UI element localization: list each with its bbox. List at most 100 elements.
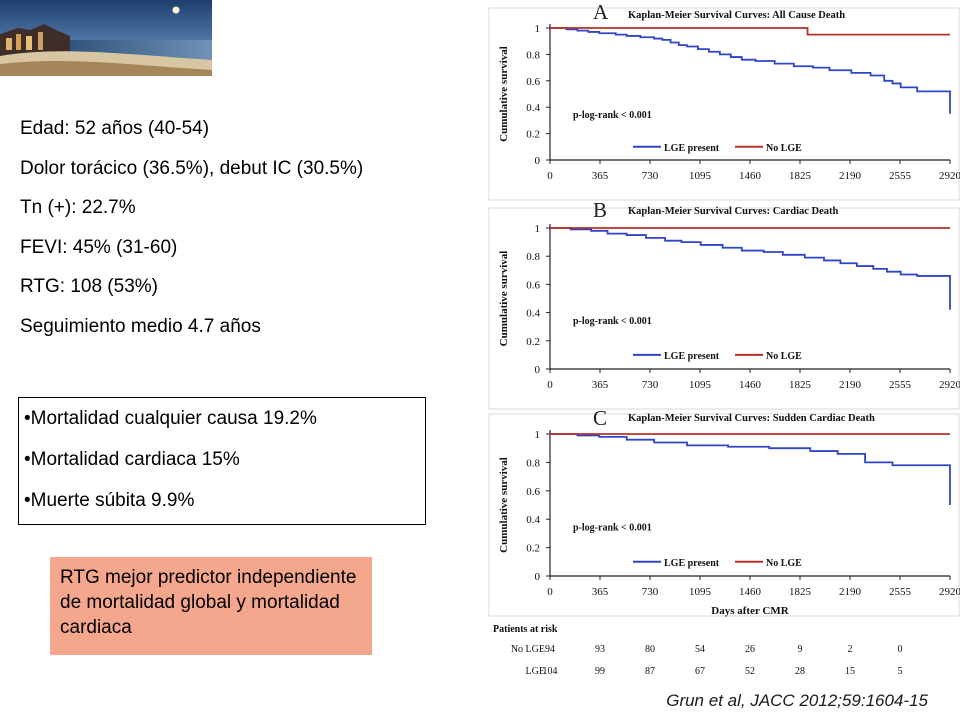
fact-troponin: Tn (+): 22.7% (20, 197, 136, 219)
x-tick-label-c: 1460 (739, 586, 762, 598)
x-tick-label-a: 1825 (789, 170, 812, 182)
x-tick-label-c: 730 (642, 586, 659, 598)
legend-label-no-lge-b: No LGE (766, 351, 802, 362)
series-no-lge-a (550, 27, 950, 36)
x-tick-label-a: 365 (592, 170, 609, 182)
risk-cell: 26 (745, 644, 755, 655)
x-tick-label-b: 2190 (839, 379, 862, 391)
legend-label-lge-present-c: LGE present (664, 558, 720, 569)
chart-title-c: Kaplan-Meier Survival Curves: Sudden Car… (628, 413, 875, 424)
fact-followup: Seguimiento medio 4.7 años (20, 315, 261, 337)
x-tick-label-b: 1095 (689, 379, 712, 391)
x-tick-label-b: 1460 (739, 379, 762, 391)
x-tick-label-c: 1825 (789, 586, 812, 598)
y-axis-label-a: Cumulative survival (498, 46, 510, 142)
risk-cell: 93 (595, 644, 605, 655)
beach-photo (0, 0, 212, 76)
p-value-c: p-log-rank < 0.001 (573, 523, 652, 534)
x-tick-label-a: 1095 (689, 170, 712, 182)
x-tick-label-c: 2920 (939, 586, 960, 598)
p-value-a: p-log-rank < 0.001 (573, 110, 652, 121)
risk-row-label: No LGE (511, 644, 545, 655)
risk-cell: 5 (898, 666, 903, 677)
risk-cell: 54 (695, 644, 705, 655)
y-tick-label-c: 0.2 (526, 543, 540, 555)
y-tick-label-b: 0.8 (526, 251, 540, 263)
mortality-box: •Mortalidad cualquier causa 19.2% •Morta… (18, 397, 426, 525)
risk-cell: 52 (745, 666, 755, 677)
bullet-sudden-death: •Muerte súbita 9.9% (24, 490, 195, 511)
risk-cell: 99 (595, 666, 605, 677)
y-tick-label-c: 1 (535, 429, 541, 441)
x-tick-label-c: 0 (547, 586, 553, 598)
x-tick-label-a: 0 (547, 170, 553, 182)
x-tick-label-b: 0 (547, 379, 553, 391)
x-tick-label-c: 365 (592, 586, 609, 598)
y-tick-label-b: 0.4 (526, 308, 540, 320)
x-tick-label-c: 1095 (689, 586, 712, 598)
fact-age: Edad: 52 años (40-54) (20, 118, 210, 139)
y-tick-label-c: 0 (535, 571, 541, 583)
series-lge-present-a (550, 27, 951, 114)
y-tick-label-a: 1 (535, 23, 541, 35)
risk-cell: 9 (798, 644, 803, 655)
risk-cell: 28 (795, 666, 805, 677)
p-value-b: p-log-rank < 0.001 (573, 316, 652, 327)
panel-letter-a: A (593, 0, 609, 24)
legend-label-lge-present-a: LGE present (664, 143, 720, 154)
x-tick-label-b: 2920 (939, 379, 960, 391)
y-tick-label-a: 0.6 (526, 76, 540, 88)
x-tick-label-a: 2555 (889, 170, 912, 182)
y-tick-label-c: 0.4 (526, 514, 540, 526)
kaplan-meier-figure: A Kaplan-Meier Survival Curves: All Cause… (483, 0, 960, 690)
risk-cell: 104 (543, 666, 558, 677)
y-tick-label-c: 0.8 (526, 457, 540, 469)
y-axis-label-b: Cumulative survival (498, 251, 510, 347)
bullet-cardiac: •Mortalidad cardiaca 15% (24, 449, 240, 470)
x-tick-label-a: 2190 (839, 170, 862, 182)
x-tick-label-b: 1825 (789, 379, 812, 391)
series-lge-present-c (550, 433, 951, 505)
risk-cell: 94 (545, 644, 555, 655)
legend-label-lge-present-b: LGE present (664, 351, 720, 362)
series-lge-present-b (550, 227, 951, 310)
legend-label-no-lge-c: No LGE (766, 558, 802, 569)
chart-title-a: Kaplan-Meier Survival Curves: All Cause … (628, 10, 845, 21)
risk-cell: 0 (898, 644, 903, 655)
panel-letter-b: B (593, 198, 607, 222)
y-tick-label-a: 0.8 (526, 49, 540, 61)
risk-row-label: LGE (526, 666, 545, 677)
risk-table-title: Patients at risk (493, 624, 558, 635)
y-tick-label-b: 1 (535, 223, 541, 235)
x-tick-label-b: 730 (642, 379, 659, 391)
legend-label-no-lge-a: No LGE (766, 143, 802, 154)
y-tick-label-a: 0.4 (526, 102, 540, 114)
risk-cell: 67 (695, 666, 705, 677)
risk-cell: 15 (845, 666, 855, 677)
y-axis-label-c: Cumulative survival (498, 457, 510, 553)
x-tick-label-b: 2555 (889, 379, 912, 391)
bullet-all-cause: •Mortalidad cualquier causa 19.2% (24, 408, 317, 429)
y-tick-label-c: 0.6 (526, 486, 540, 498)
x-tick-label-c: 2190 (839, 586, 862, 598)
x-tick-label-a: 2920 (939, 170, 960, 182)
chart-title-b: Kaplan-Meier Survival Curves: Cardiac De… (628, 206, 839, 217)
citation: Grun et al, JACC 2012;59:1604-15 (666, 691, 928, 710)
y-tick-label-b: 0.6 (526, 279, 540, 291)
study-facts: Edad: 52 años (40-54) Dolor torácico (36… (20, 118, 480, 356)
fact-lge: RTG: 108 (53%) (20, 276, 158, 298)
x-tick-label-b: 365 (592, 379, 609, 391)
risk-cell: 80 (645, 644, 655, 655)
conclusion-callout: RTG mejor predictor independiente de mor… (50, 557, 372, 655)
risk-cell: 2 (848, 644, 853, 655)
fact-lvef: FEVI: 45% (31-60) (20, 236, 178, 258)
panel-frame-a (488, 7, 960, 201)
panel-frame-b (488, 207, 960, 410)
risk-cell: 87 (645, 666, 655, 677)
x-axis-label-c: Days after CMR (711, 605, 789, 617)
panel-frame-c (488, 413, 960, 617)
x-tick-label-a: 730 (642, 170, 659, 182)
fact-presentation: Dolor torácico (36.5%), debut IC (30.5%) (20, 157, 364, 179)
y-tick-label-b: 0.2 (526, 336, 540, 348)
y-tick-label-a: 0 (535, 155, 541, 167)
